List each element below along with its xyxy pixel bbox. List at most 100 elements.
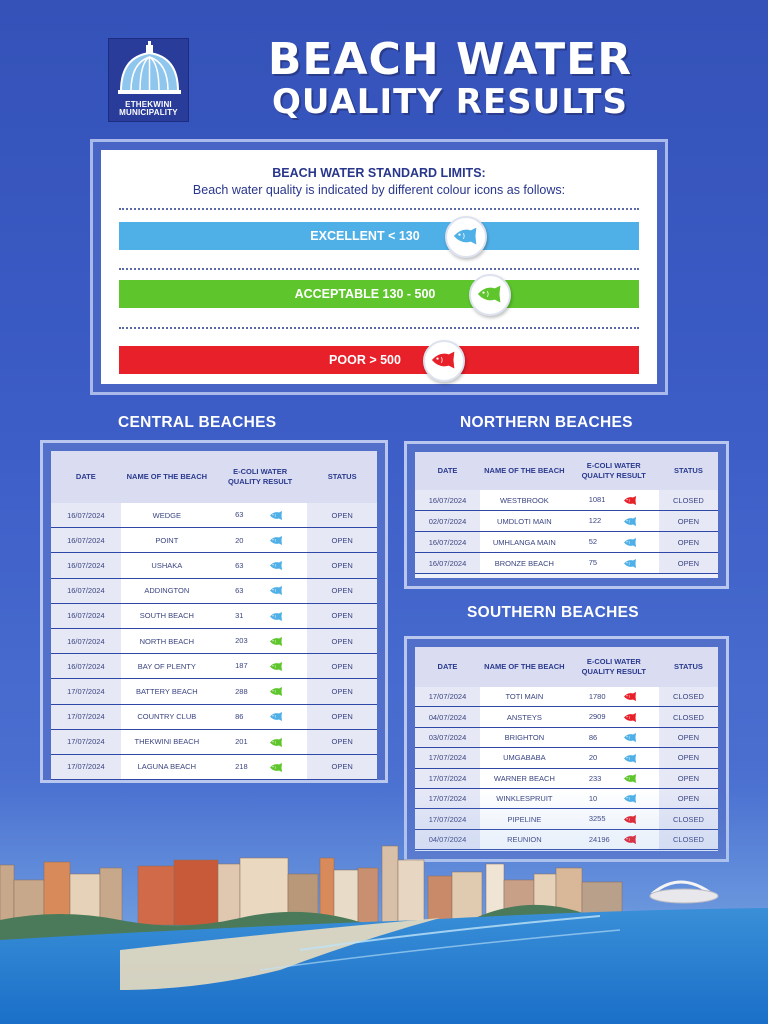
- fish-icon-excellent: [269, 561, 285, 571]
- row-date: 16/07/2024: [415, 553, 481, 574]
- table-row: 17/07/2024 COUNTRY CLUB 86 OPEN: [51, 704, 377, 730]
- col-result: E-COLI WATER QUALITY RESULT: [568, 647, 659, 687]
- row-result-value: 203: [235, 636, 248, 646]
- fish-icon-excellent: [623, 537, 639, 547]
- table-row: 16/07/2024 BRONZE BEACH 75 OPEN: [415, 553, 718, 574]
- row-result: 122: [568, 511, 659, 532]
- fish-icon-red: [423, 340, 465, 382]
- row-beach-name: LAGUNA BEACH: [120, 754, 213, 781]
- row-result-value: 288: [235, 686, 248, 696]
- table-header-row: DATE NAME OF THE BEACH E-COLI WATER QUAL…: [415, 452, 718, 490]
- row-date: 17/07/2024: [415, 687, 480, 708]
- col-status: STATUS: [307, 451, 377, 503]
- col-name: NAME OF THE BEACH: [480, 452, 569, 490]
- row-beach-name: BATTERY BEACH: [120, 679, 213, 705]
- row-result-value: 20: [235, 535, 244, 545]
- fish-icon-excellent: [269, 712, 285, 722]
- row-result: 2909: [568, 707, 659, 728]
- col-result: E-COLI WATER QUALITY RESULT: [568, 452, 659, 490]
- table-row: 17/07/2024 THEKWINI BEACH 201 OPEN: [51, 729, 377, 755]
- row-result-value: 86: [235, 711, 244, 721]
- row-date: 16/07/2024: [51, 628, 121, 655]
- row-result-value: 122: [588, 516, 602, 526]
- legend-title: BEACH WATER STANDARD LIMITS:: [272, 166, 486, 180]
- col-result: E-COLI WATER QUALITY RESULT: [212, 451, 308, 503]
- fish-icon-acceptable: [623, 774, 639, 784]
- row-result-value: 63: [235, 560, 244, 570]
- northern-beaches-table-wrap: DATE NAME OF THE BEACH E-COLI WATER QUAL…: [415, 452, 718, 578]
- table-row: 16/07/2024 WESTBROOK 1081 CLOSED: [415, 490, 718, 511]
- row-beach-name: WESTBROOK: [480, 490, 569, 511]
- table-row: 16/07/2024 WEDGE 63 OPEN: [51, 503, 377, 529]
- row-result-value: 20: [588, 753, 598, 763]
- row-beach-name: THEKWINI BEACH: [120, 729, 213, 755]
- row-beach-name: ANSTEYS: [479, 707, 569, 728]
- row-result: 52: [568, 532, 659, 553]
- row-status: OPEN: [658, 727, 718, 749]
- row-status: CLOSED: [658, 707, 718, 728]
- row-status: OPEN: [307, 553, 377, 579]
- city-hall-dome-icon: [118, 41, 181, 94]
- row-beach-name: WARNER BEACH: [479, 768, 569, 789]
- band-acceptable: ACCEPTABLE 130 - 500: [119, 274, 639, 316]
- band-poor-label: POOR > 500: [329, 353, 401, 367]
- row-beach-name: BRIGHTON: [479, 727, 569, 749]
- southern-beaches-title: SOUTHERN BEACHES: [467, 604, 639, 621]
- legend-subtitle: Beach water quality is indicated by diff…: [192, 183, 566, 197]
- row-beach-name: USHAKA: [120, 553, 213, 579]
- divider: [119, 327, 639, 329]
- row-result-value: 86: [588, 732, 598, 742]
- legend-panel: BEACH WATER STANDARD LIMITS: Beach water…: [90, 139, 668, 395]
- fish-icon-acceptable: [269, 762, 285, 772]
- row-status: CLOSED: [658, 687, 718, 708]
- row-result: 20: [568, 748, 659, 769]
- row-beach-name: ADDINGTON: [120, 578, 213, 604]
- col-name: NAME OF THE BEACH: [479, 647, 569, 687]
- fish-icon-acceptable: [269, 661, 285, 671]
- col-status: STATUS: [658, 452, 718, 490]
- row-date: 16/07/2024: [415, 532, 481, 553]
- row-date: 16/07/2024: [51, 578, 121, 604]
- row-status: OPEN: [307, 729, 377, 755]
- logo-line1: ETHEKWINI: [125, 100, 172, 109]
- fish-icon-excellent: [269, 586, 285, 596]
- legend-box: BEACH WATER STANDARD LIMITS: Beach water…: [101, 150, 657, 384]
- row-result: 288: [212, 679, 308, 705]
- row-date: 16/07/2024: [51, 654, 121, 680]
- row-result-value: 1081: [588, 495, 606, 505]
- col-status: STATUS: [658, 647, 718, 687]
- central-beaches-title: CENTRAL BEACHES: [118, 414, 277, 431]
- row-result-value: 233: [588, 773, 602, 783]
- table-row: 16/07/2024 ADDINGTON 63 OPEN: [51, 578, 377, 604]
- row-result: 86: [212, 704, 308, 730]
- fish-icon-excellent: [623, 733, 639, 743]
- band-acceptable-label: ACCEPTABLE 130 - 500: [294, 287, 436, 301]
- row-result: 63: [212, 553, 308, 579]
- row-result-value: 75: [588, 558, 598, 568]
- row-date: 04/07/2024: [415, 707, 480, 728]
- page-title-line1: BEACH WATER: [267, 34, 633, 85]
- row-result: 187: [212, 654, 308, 680]
- row-beach-name: POINT: [120, 528, 213, 554]
- row-result-value: 201: [235, 737, 248, 747]
- row-status: OPEN: [307, 654, 377, 680]
- row-result-value: 2909: [588, 712, 606, 722]
- row-beach-name: UMHLANGA MAIN: [480, 532, 569, 553]
- col-date: DATE: [415, 647, 480, 687]
- northern-beaches-title: NORTHERN BEACHES: [460, 414, 633, 431]
- fish-icon-excellent: [269, 510, 285, 520]
- row-status: OPEN: [658, 511, 718, 532]
- row-result-value: 31: [235, 611, 244, 621]
- row-status: OPEN: [307, 628, 377, 655]
- row-result-value: 63: [235, 585, 244, 595]
- table-row: 16/07/2024 POINT 20 OPEN: [51, 528, 377, 554]
- fish-icon-poor: [623, 712, 639, 722]
- row-status: OPEN: [307, 754, 377, 781]
- row-status: OPEN: [658, 553, 718, 574]
- row-date: 17/07/2024: [415, 748, 480, 769]
- col-date: DATE: [51, 451, 121, 503]
- row-status: OPEN: [658, 532, 718, 553]
- row-status: CLOSED: [658, 490, 718, 511]
- row-beach-name: NORTH BEACH: [120, 628, 213, 655]
- fish-icon-acceptable: [269, 636, 285, 646]
